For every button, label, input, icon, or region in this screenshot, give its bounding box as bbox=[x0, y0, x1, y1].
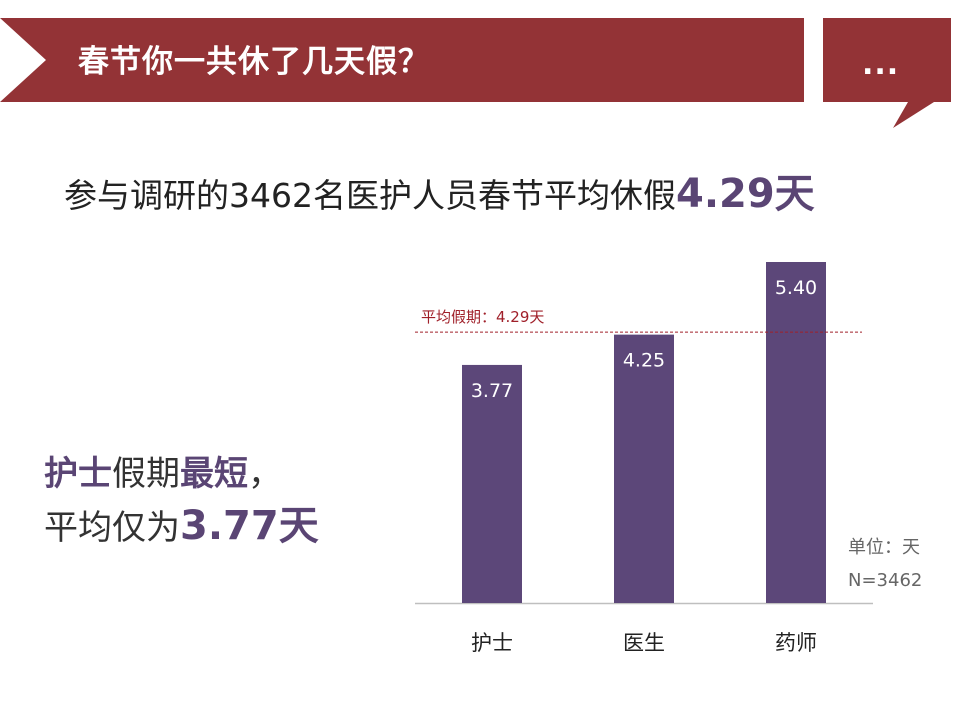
headline-highlight: 4.29天 bbox=[675, 171, 815, 217]
headline: 参与调研的3462名医护人员春节平均休假4.29天 bbox=[64, 172, 815, 218]
bar-1 bbox=[462, 364, 522, 603]
callout-shortest: 最短 bbox=[180, 454, 248, 494]
bubble-dots: ... bbox=[862, 47, 900, 82]
bar-value-label: 5.40 bbox=[775, 277, 817, 299]
average-reference-label: 平均假期：4.29天 bbox=[421, 308, 544, 326]
callout-line-2: 平均仅为3.77天 bbox=[44, 500, 319, 554]
x-tick-label: 医生 bbox=[623, 631, 665, 655]
x-tick-label: 药师 bbox=[775, 631, 817, 655]
callout-average-only: 平均仅为 bbox=[44, 508, 180, 548]
callout-comma: ， bbox=[248, 454, 282, 494]
nurse-callout: 护士假期最短， 平均仅为3.77天 bbox=[44, 448, 319, 554]
callout-line-1: 护士假期最短， bbox=[44, 448, 319, 500]
title-ribbon bbox=[0, 18, 804, 102]
speech-bubble bbox=[823, 18, 951, 128]
headline-text: 参与调研的3462名医护人员春节平均休假 bbox=[64, 176, 676, 215]
bar-2 bbox=[614, 334, 674, 603]
callout-nurse: 护士 bbox=[44, 454, 112, 494]
bar-3 bbox=[766, 262, 826, 603]
unit-note: 单位：天 bbox=[848, 537, 920, 558]
sample-size-note: N=3462 bbox=[848, 570, 923, 591]
page-title: 春节你一共休了几天假？ bbox=[78, 44, 430, 80]
bar-value-label: 3.77 bbox=[471, 380, 513, 402]
callout-value: 3.77天 bbox=[180, 503, 319, 549]
header-banner bbox=[0, 18, 951, 128]
callout-holiday: 假期 bbox=[112, 454, 180, 494]
bar-value-label: 4.25 bbox=[623, 350, 665, 372]
x-tick-label: 护士 bbox=[471, 631, 513, 655]
